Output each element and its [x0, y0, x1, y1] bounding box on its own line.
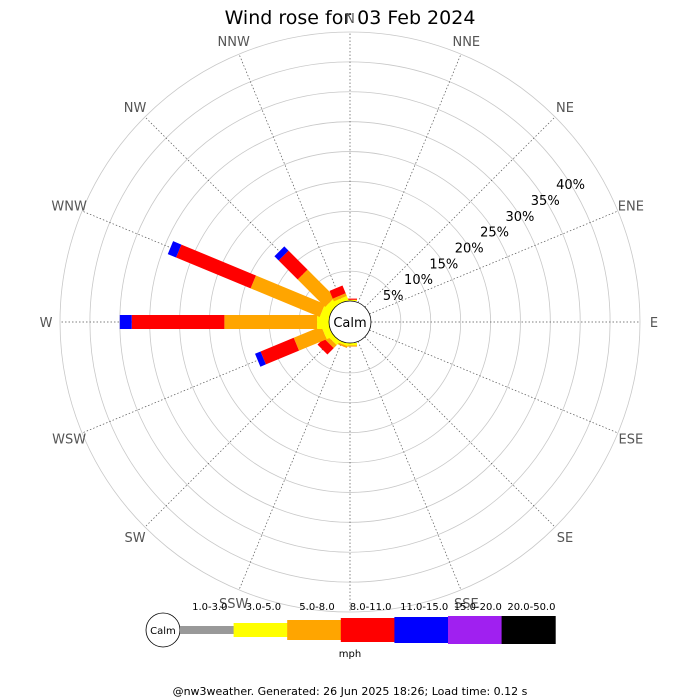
legend-calm-label: Calm [150, 626, 176, 637]
legend-bin-label-6: 20.0-50.0 [507, 602, 555, 613]
direction-label-sse: SSE [454, 597, 479, 612]
bar-segment-nnw-2 [332, 293, 347, 302]
direction-label-e: E [650, 316, 658, 331]
grid-circle [59, 31, 641, 613]
legend-swatch-5 [448, 616, 503, 644]
calm-label: Calm [333, 316, 366, 331]
legend-bin-label-0: 1.0-3.0 [192, 602, 227, 613]
bar-segment-wnw-4 [167, 241, 182, 258]
percent-label-5: 5% [383, 289, 404, 304]
direction-label-wsw: WSW [52, 432, 86, 447]
spoke-ne [364, 116, 556, 308]
spoke-nw [144, 116, 336, 308]
legend-swatch-6 [501, 616, 556, 644]
spoke-nnw [238, 53, 343, 303]
chart-title: Wind rose for 03 Feb 2024 [225, 7, 476, 29]
direction-label-w: W [40, 316, 53, 331]
bar-segment-nnw-1 [333, 296, 349, 306]
direction-label-ssw: SSW [219, 597, 249, 612]
legend-swatch-2 [287, 620, 342, 640]
bar-segment-n-1 [343, 299, 357, 301]
percent-label-25: 25% [480, 226, 509, 241]
percent-label-10: 10% [404, 273, 433, 288]
percent-label-40: 40% [556, 178, 585, 193]
bar-segment-s-1 [343, 343, 357, 346]
direction-label-ene: ENE [618, 200, 644, 215]
direction-label-ne: NE [556, 101, 574, 116]
spoke-ssw [238, 341, 343, 591]
spoke-ese [369, 329, 619, 434]
bar-segment-nw-2 [297, 269, 336, 308]
direction-label-wnw: WNW [51, 200, 87, 215]
bar-segment-w-3 [131, 315, 225, 329]
legend-swatch-4 [394, 617, 449, 643]
legend-swatch-0 [180, 626, 235, 634]
direction-label-se: SE [557, 531, 573, 546]
percent-label-30: 30% [505, 210, 534, 225]
bar-segment-s-2 [343, 345, 357, 347]
direction-labels: NNNENEENEEESESESSESSSWSWWSWWWNWNWNNW [40, 12, 659, 635]
legend-bin-label-1: 3.0-5.0 [246, 602, 281, 613]
bar-segment-n-3 [343, 298, 357, 300]
bar-segment-w-2 [224, 315, 318, 329]
calm-center [328, 300, 372, 344]
direction-label-nne: NNE [452, 35, 480, 50]
legend-bin-label-2: 5.0-8.0 [299, 602, 334, 613]
legend-bin-label-3: 8.0-11.0 [350, 602, 392, 613]
bar-segment-wnw-3 [176, 244, 256, 289]
spoke-wsw [81, 329, 331, 434]
bar-segment-wnw-2 [250, 275, 325, 317]
footer-text: @nw3weather. Generated: 26 Jun 2025 18:2… [173, 685, 528, 698]
direction-label-nw: NW [124, 101, 147, 116]
bar-segment-wsw-3 [260, 337, 300, 365]
direction-label-sw: SW [124, 531, 145, 546]
percent-label-35: 35% [531, 194, 560, 209]
spoke-nne [357, 53, 462, 303]
spoke-ene [369, 210, 619, 315]
calm-circle: Calm [328, 300, 372, 344]
spoke-se [364, 336, 556, 528]
legend-unit-label: mph [339, 649, 361, 660]
legend-swatch-1 [233, 623, 288, 637]
direction-label-ese: ESE [619, 432, 644, 447]
bar-segment-wsw-2 [293, 326, 327, 351]
legend-bin-label-4: 11.0-15.0 [400, 602, 448, 613]
bar-segment-sw-3 [317, 338, 334, 355]
percent-label-20: 20% [455, 242, 484, 257]
percent-label-15: 15% [429, 257, 458, 272]
bar-segment-nnw-3 [329, 285, 346, 299]
direction-label-nnw: NNW [218, 35, 250, 50]
bar-segment-nw-3 [278, 250, 308, 280]
percent-labels: 5%10%15%20%25%30%35%40% [383, 178, 585, 304]
speed-legend: Calm 1.0-3.0 3.0-5.0 5.0-8.0 8.0-11.0 11.0-15… [145, 602, 556, 660]
wind-bars [119, 241, 357, 367]
legend-swatch-3 [340, 618, 395, 642]
legend-bin-label-5: 15.0-20.0 [454, 602, 502, 613]
spoke-sw [144, 336, 336, 528]
bar-segment-w-4 [119, 315, 132, 329]
spoke-sse [357, 341, 462, 591]
bar-segment-wsw-4 [255, 351, 266, 367]
direction-label-n: N [345, 12, 355, 27]
bar-segment-nw-4 [274, 246, 289, 261]
